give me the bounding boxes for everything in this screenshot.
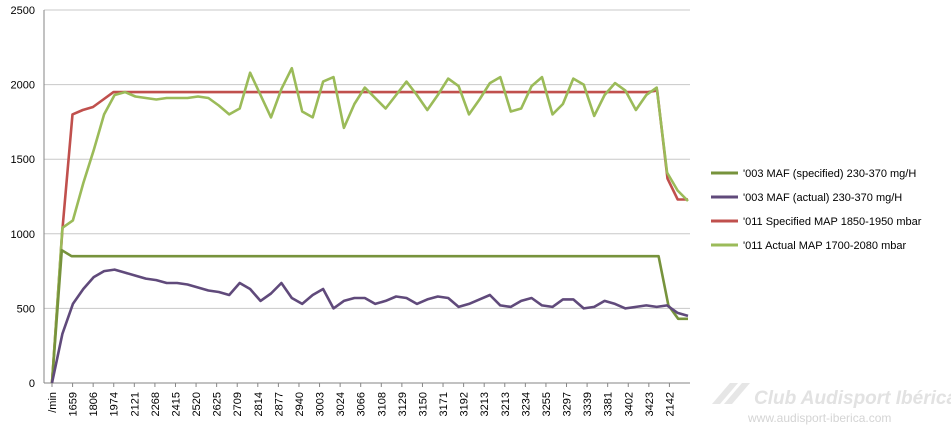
watermark-title: Club Audisport Ibérica	[754, 388, 951, 409]
y-tick-label: 2500	[11, 5, 35, 17]
watermark: Club Audisport Ibérica www.audisport-ibe…	[712, 383, 951, 425]
x-tick-label: 1659	[68, 392, 80, 416]
x-tick-label: 3108	[376, 392, 388, 416]
x-tick-label: 2142	[664, 392, 676, 416]
legend-label: '011 Actual MAP 1700-2080 mbar	[743, 240, 906, 252]
x-tick-label: 2877	[273, 392, 285, 416]
x-tick-label: 3297	[562, 392, 574, 416]
series-lines	[50, 66, 689, 384]
x-tick-label: 2415	[170, 392, 182, 416]
watermark-logo-icon	[712, 383, 750, 404]
x-tick-label: 3150	[417, 392, 429, 416]
x-tick-label: 1974	[109, 392, 121, 416]
x-tick-label: 3213	[479, 392, 491, 416]
x-tick-label: 2625	[212, 392, 224, 416]
y-axis-tick-labels: 0 500 1000 1500 2000 2500	[11, 5, 35, 390]
series-line-2	[50, 268, 689, 384]
series-line-4	[50, 66, 689, 384]
x-tick-label: 3003	[315, 392, 327, 416]
x-tick-label: 1806	[88, 392, 100, 416]
legend: '003 MAF (specified) 230-370 mg/H '003 MA…	[711, 168, 922, 252]
x-tick-label: 2940	[294, 392, 306, 416]
x-tick-label: 3129	[397, 392, 409, 416]
gridlines	[44, 9, 690, 309]
x-tick-label: 3234	[520, 392, 532, 416]
watermark-url: www.audisport-iberica.com	[747, 411, 891, 425]
x-tick-label: 2520	[191, 392, 203, 416]
y-tick-label: 0	[29, 378, 35, 390]
x-axis-tick-labels: /min 1659 1806 1974 2121 2268 2415 2520 2625 2709…	[47, 383, 676, 416]
series-line-3	[50, 89, 688, 384]
y-tick-label: 1500	[11, 154, 35, 166]
y-tick-label: 1000	[11, 229, 35, 241]
legend-label: '003 MAF (actual) 230-370 mg/H	[743, 192, 902, 204]
axes	[43, 10, 690, 384]
x-tick-label: 2709	[232, 392, 244, 416]
x-tick-label: 3171	[438, 392, 450, 416]
x-tick-label: 3339	[582, 392, 594, 416]
series-line-1	[50, 248, 688, 384]
x-tick-label: 3192	[459, 392, 471, 416]
x-tick-label: 3024	[335, 392, 347, 416]
y-tick-label: 2000	[11, 80, 35, 92]
x-tick-label: 3381	[603, 392, 615, 416]
x-tick-label: 3255	[541, 392, 553, 416]
x-tick-label: 3066	[356, 392, 368, 416]
x-tick-label: 2814	[253, 392, 265, 416]
legend-label: '003 MAF (specified) 230-370 mg/H	[743, 168, 916, 180]
x-tick-label: 3213	[500, 392, 512, 416]
x-tick-label: /min	[47, 392, 59, 413]
y-tick-label: 500	[17, 303, 35, 315]
x-tick-label: 3423	[644, 392, 656, 416]
x-tick-label: 2121	[129, 392, 141, 416]
legend-label: '011 Specified MAP 1850-1950 mbar	[743, 216, 922, 228]
x-tick-label: 3402	[623, 392, 635, 416]
x-tick-label: 2268	[150, 392, 162, 416]
